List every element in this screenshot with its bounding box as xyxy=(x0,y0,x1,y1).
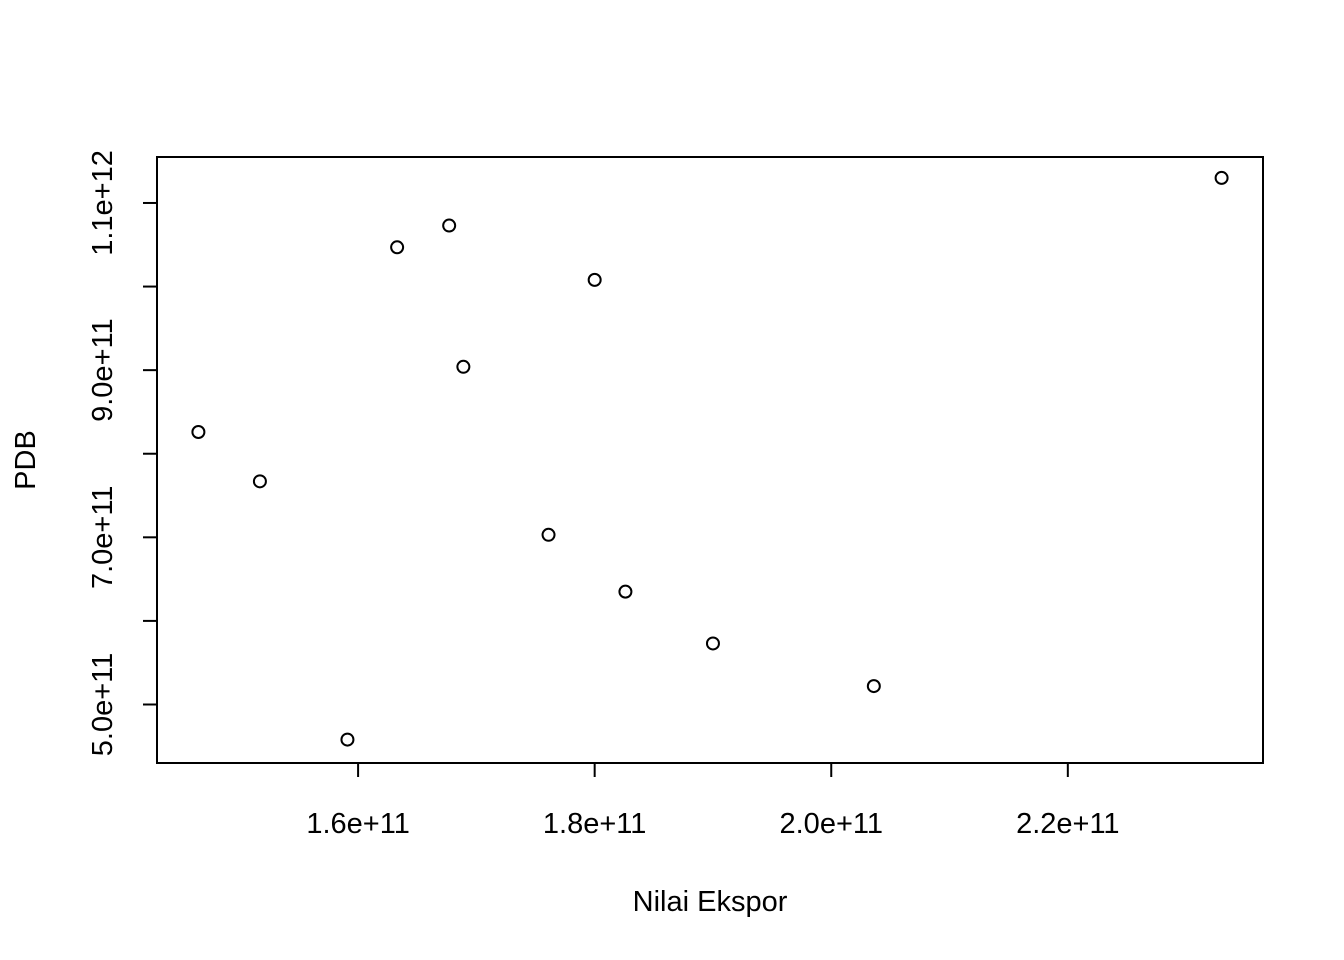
y-tick-label: 7.0e+11 xyxy=(87,486,119,589)
x-axis: 1.6e+11 1.8e+11 2.0e+11 2.2e+11 xyxy=(306,762,1120,840)
data-point xyxy=(442,218,457,233)
y-tick-label: 5.0e+11 xyxy=(87,653,119,756)
data-points xyxy=(191,170,1229,747)
data-point xyxy=(252,474,267,489)
y-axis: 5.0e+11 7.0e+11 9.0e+11 1.1e+12 xyxy=(87,150,158,756)
data-point xyxy=(1214,170,1229,185)
data-point xyxy=(587,272,602,287)
x-tick-label: 2.0e+11 xyxy=(780,808,883,840)
data-point xyxy=(191,424,206,439)
y-axis-label: PDB xyxy=(10,430,42,490)
data-point xyxy=(340,732,355,747)
data-point xyxy=(541,527,556,542)
x-axis-label: Nilai Ekspor xyxy=(633,886,788,918)
x-tick-label: 1.6e+11 xyxy=(306,808,409,840)
data-point xyxy=(866,679,881,694)
data-point xyxy=(390,240,405,255)
data-point xyxy=(456,359,471,374)
y-tick-label: 9.0e+11 xyxy=(87,318,119,421)
data-point xyxy=(618,584,633,599)
plot-frame xyxy=(156,156,1264,764)
x-tick-label: 2.2e+11 xyxy=(1016,808,1119,840)
data-point xyxy=(705,636,720,651)
x-tick-label: 1.8e+11 xyxy=(543,808,646,840)
y-tick-label: 1.1e+12 xyxy=(87,150,119,256)
